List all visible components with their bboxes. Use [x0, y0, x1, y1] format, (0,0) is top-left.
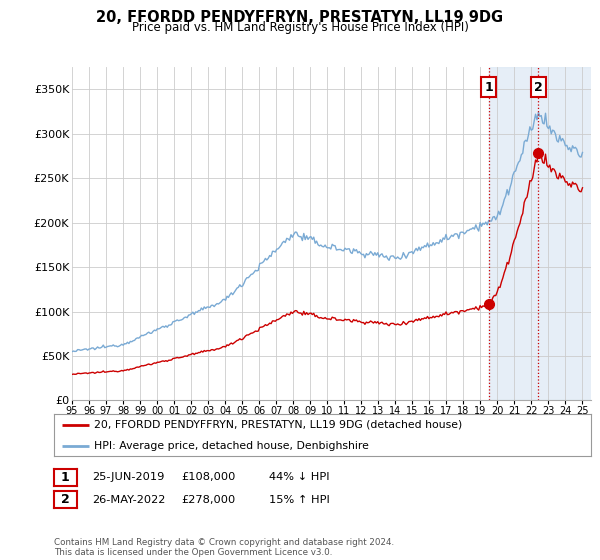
Text: 2: 2 — [61, 493, 70, 506]
Text: 20, FFORDD PENDYFFRYN, PRESTATYN, LL19 9DG: 20, FFORDD PENDYFFRYN, PRESTATYN, LL19 9… — [97, 10, 503, 25]
Text: 1: 1 — [484, 81, 493, 94]
Text: 25-JUN-2019: 25-JUN-2019 — [92, 472, 164, 482]
Text: 15% ↑ HPI: 15% ↑ HPI — [269, 494, 329, 505]
Text: Price paid vs. HM Land Registry's House Price Index (HPI): Price paid vs. HM Land Registry's House … — [131, 21, 469, 34]
Text: Contains HM Land Registry data © Crown copyright and database right 2024.
This d: Contains HM Land Registry data © Crown c… — [54, 538, 394, 557]
Text: £278,000: £278,000 — [182, 494, 236, 505]
Text: 44% ↓ HPI: 44% ↓ HPI — [269, 472, 329, 482]
Text: 20, FFORDD PENDYFFRYN, PRESTATYN, LL19 9DG (detached house): 20, FFORDD PENDYFFRYN, PRESTATYN, LL19 9… — [94, 420, 463, 430]
Text: 26-MAY-2022: 26-MAY-2022 — [92, 494, 165, 505]
Text: £108,000: £108,000 — [182, 472, 236, 482]
Text: HPI: Average price, detached house, Denbighshire: HPI: Average price, detached house, Denb… — [94, 441, 369, 451]
Bar — [488, 67, 600, 400]
Text: 2: 2 — [534, 81, 542, 94]
Text: 1: 1 — [61, 470, 70, 484]
